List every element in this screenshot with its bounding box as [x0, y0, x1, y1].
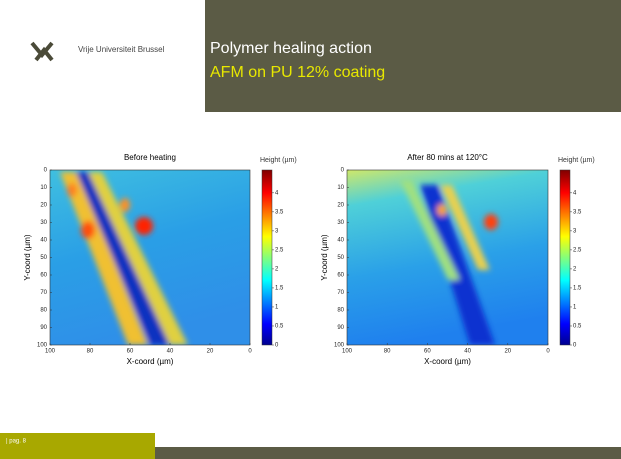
x-tick-label: 60: [127, 349, 134, 355]
footer-block: [0, 433, 155, 459]
y-tick-label: 30: [337, 220, 344, 226]
y-tick-label: 70: [337, 290, 344, 296]
colorbar-tick-label: 3.5: [573, 209, 582, 215]
x-tick-label: 20: [207, 349, 214, 355]
colorbar-label: Height (µm): [260, 157, 297, 164]
y-tick-label: 50: [337, 255, 344, 261]
x-axis-label: X-coord (µm): [127, 357, 174, 366]
footer-band: [155, 447, 621, 459]
slide-subtitle: AFM on PU 12% coating: [210, 64, 385, 81]
colorbar-tick-label: 1.5: [573, 286, 582, 292]
y-tick-label: 70: [40, 290, 47, 296]
x-tick-label: 40: [167, 349, 174, 355]
y-axis-label: Y-coord (µm): [320, 234, 329, 280]
y-tick-label: 40: [337, 238, 344, 244]
y-tick-label: 20: [40, 203, 47, 209]
plot-title: Before heating: [124, 153, 176, 162]
y-tick-label: 80: [337, 308, 344, 314]
heatmap-before: [50, 170, 250, 345]
colorbar-tick-label: 0.5: [275, 324, 284, 330]
y-tick-label: 100: [334, 343, 345, 349]
slide-title: Polymer healing action: [210, 40, 372, 57]
y-tick-label: 90: [40, 325, 47, 331]
y-tick-label: 60: [40, 273, 47, 279]
institution: Vrije Universiteit Brussel: [78, 45, 165, 54]
x-tick-label: 60: [424, 349, 431, 355]
colorbar: [560, 170, 570, 345]
y-tick-label: 90: [337, 325, 344, 331]
x-tick-label: 100: [45, 349, 56, 355]
plot-title: After 80 mins at 120°C: [407, 153, 488, 162]
colorbar-tick-label: 3.5: [275, 209, 284, 215]
heatmap-after: [347, 170, 548, 345]
y-tick-label: 10: [40, 185, 47, 191]
x-axis-label: X-coord (µm): [424, 357, 471, 366]
colorbar-tick-label: 2.5: [275, 247, 284, 253]
x-tick-label: 100: [342, 349, 353, 355]
slide: Vrije Universiteit Brussel Polymer heali…: [0, 0, 621, 459]
colorbar-label: Height (µm): [558, 157, 595, 164]
y-tick-label: 40: [40, 238, 47, 244]
y-tick-label: 50: [40, 255, 47, 261]
y-axis-label: Y-coord (µm): [23, 234, 32, 280]
colorbar-tick-label: 1.5: [275, 286, 284, 292]
y-tick-label: 60: [337, 273, 344, 279]
colorbar-tick-label: 2.5: [573, 247, 582, 253]
x-tick-label: 20: [504, 349, 511, 355]
y-tick-label: 20: [337, 203, 344, 209]
y-tick-label: 30: [40, 220, 47, 226]
y-tick-label: 10: [337, 185, 344, 191]
y-tick-label: 100: [37, 343, 48, 349]
x-tick-label: 80: [87, 349, 94, 355]
x-tick-label: 80: [384, 349, 391, 355]
x-tick-label: 40: [464, 349, 471, 355]
colorbar: [262, 170, 272, 345]
colorbar-tick-label: 0.5: [573, 324, 582, 330]
page-number: | pag. 8: [6, 439, 27, 445]
y-tick-label: 80: [40, 308, 47, 314]
